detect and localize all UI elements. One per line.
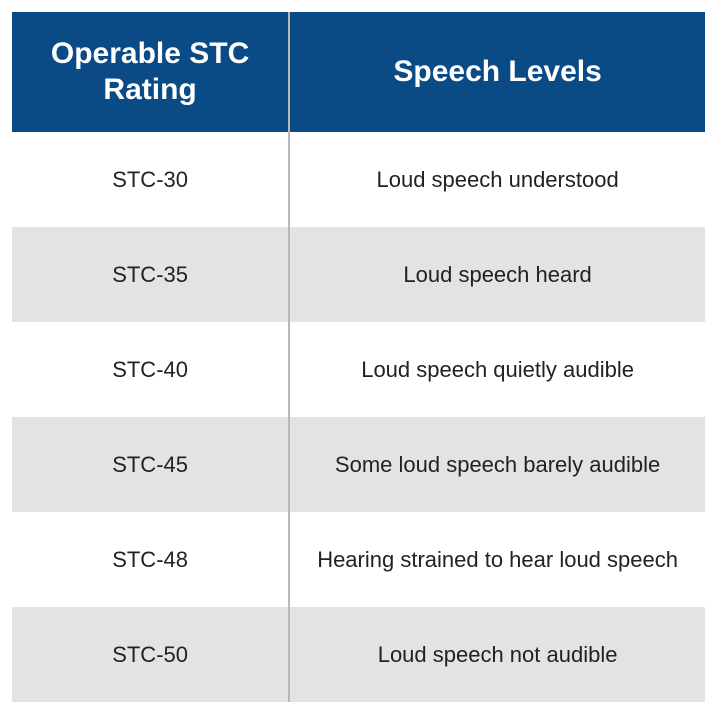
cell-rating: STC-45 — [12, 417, 289, 512]
cell-rating: STC-30 — [12, 132, 289, 227]
table-row: STC-45 Some loud speech barely audible — [12, 417, 705, 512]
table-header-row: Operable STC Rating Speech Levels — [12, 12, 705, 132]
header-speech: Speech Levels — [289, 12, 705, 132]
cell-speech: Loud speech understood — [289, 132, 705, 227]
cell-speech: Loud speech quietly audible — [289, 322, 705, 417]
table-row: STC-30 Loud speech understood — [12, 132, 705, 227]
cell-rating: STC-48 — [12, 512, 289, 607]
cell-speech: Hearing strained to hear loud speech — [289, 512, 705, 607]
table-row: STC-35 Loud speech heard — [12, 227, 705, 322]
cell-rating: STC-35 — [12, 227, 289, 322]
table-row: STC-50 Loud speech not audible — [12, 607, 705, 702]
cell-rating: STC-40 — [12, 322, 289, 417]
cell-speech: Loud speech not audible — [289, 607, 705, 702]
cell-speech: Some loud speech barely audible — [289, 417, 705, 512]
table-row: STC-48 Hearing strained to hear loud spe… — [12, 512, 705, 607]
cell-rating: STC-50 — [12, 607, 289, 702]
stc-speech-table: Operable STC Rating Speech Levels STC-30… — [12, 12, 705, 702]
table-row: STC-40 Loud speech quietly audible — [12, 322, 705, 417]
cell-speech: Loud speech heard — [289, 227, 705, 322]
header-rating: Operable STC Rating — [12, 12, 289, 132]
